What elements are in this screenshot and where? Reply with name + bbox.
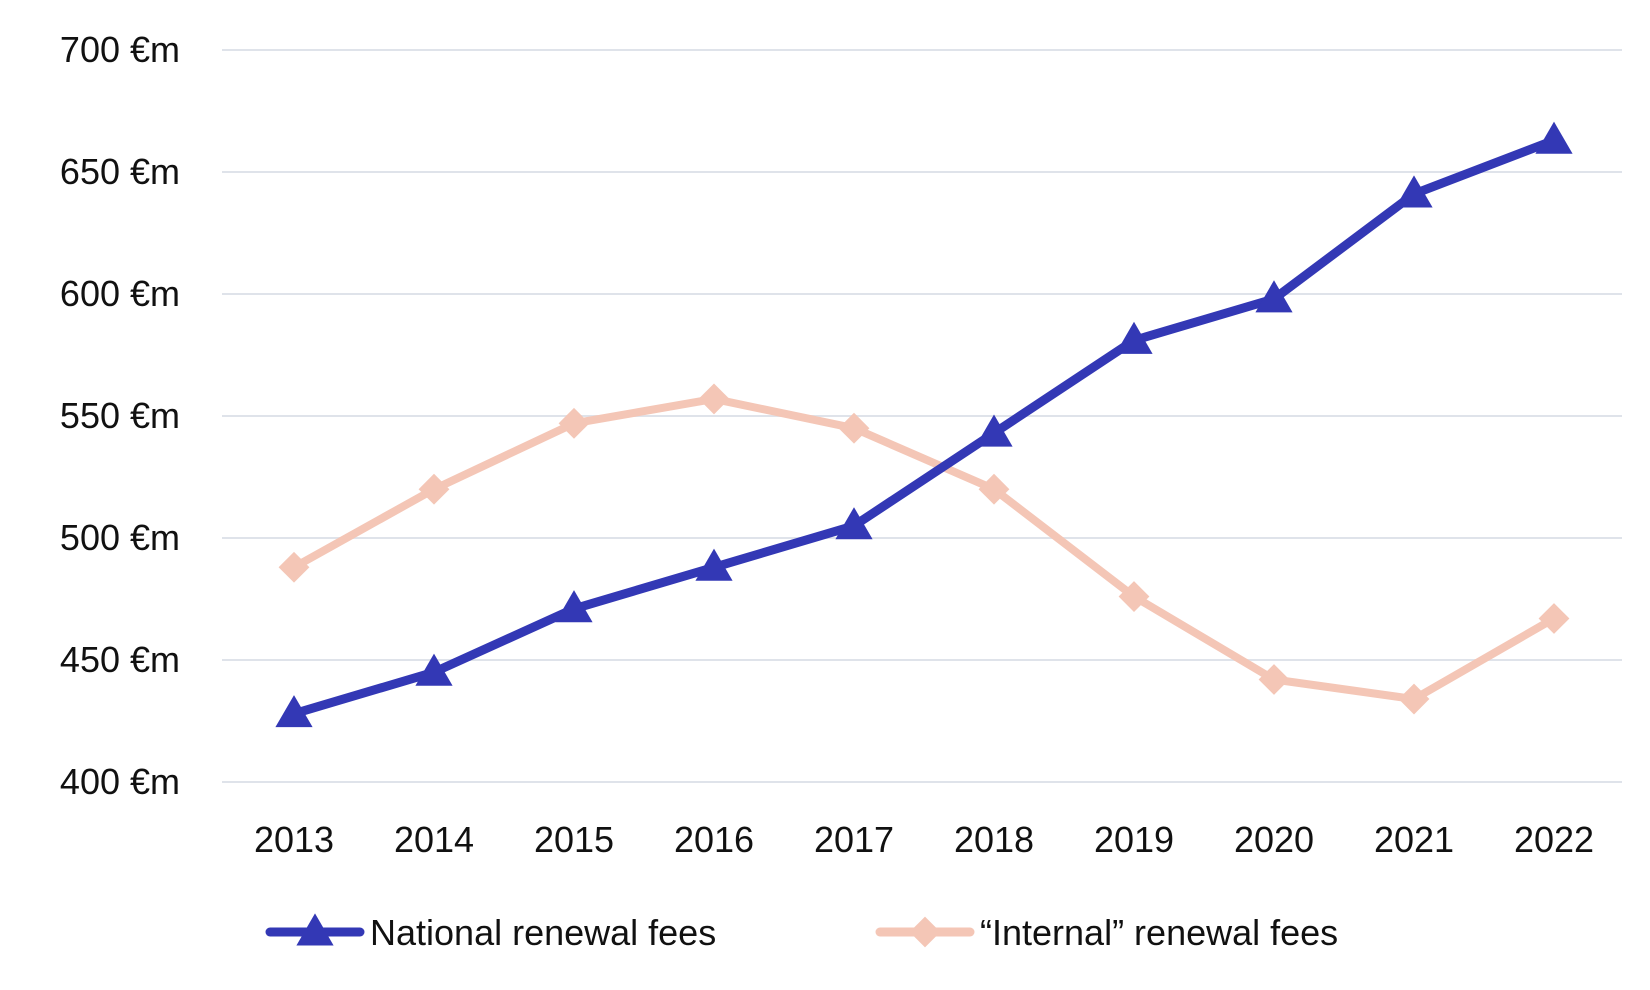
x-tick-label: 2017 <box>814 819 894 860</box>
legend-diamond-icon <box>909 916 941 948</box>
x-tick-label: 2022 <box>1514 819 1594 860</box>
x-tick-label: 2015 <box>534 819 614 860</box>
data-point-diamond <box>418 473 450 505</box>
data-point-diamond <box>1118 581 1150 612</box>
x-tick-label: 2021 <box>1374 819 1454 860</box>
data-point-diamond <box>1538 603 1570 634</box>
data-point-triangle <box>275 695 313 728</box>
x-tick-label: 2019 <box>1094 819 1174 860</box>
data-point-diamond <box>558 407 590 439</box>
data-point-diamond <box>1258 664 1290 695</box>
legend-item-national: National renewal fees <box>265 912 716 953</box>
data-point-diamond <box>978 473 1010 505</box>
y-tick-label: 700 €m <box>60 29 180 70</box>
x-tick-label: 2016 <box>674 819 754 860</box>
series-line <box>290 394 1558 704</box>
legend-label: “Internal” renewal fees <box>980 912 1338 953</box>
data-point-triangle <box>1535 121 1573 154</box>
series-line <box>289 135 1559 719</box>
y-tick-label: 450 €m <box>60 639 180 680</box>
legend: National renewal fees “Internal” renewal … <box>265 912 1338 953</box>
series-national-renewal-fees <box>275 121 1573 728</box>
data-point-triangle <box>1115 321 1153 354</box>
series-internal-renewal-fees <box>278 383 1570 715</box>
data-point-diamond <box>1398 683 1430 715</box>
legend-label: National renewal fees <box>370 912 716 953</box>
data-point-triangle <box>1255 280 1293 313</box>
series-lines <box>275 121 1573 728</box>
y-tick-label: 600 €m <box>60 273 180 314</box>
x-tick-label: 2013 <box>254 819 334 860</box>
data-point-triangle <box>415 653 453 686</box>
y-axis-tick-labels: 400 €m 450 €m 500 €m 550 €m 600 €m 650 €m 700 … <box>60 29 180 802</box>
data-point-diamond <box>838 412 870 444</box>
y-tick-label: 650 €m <box>60 151 180 192</box>
data-point-triangle <box>695 548 733 581</box>
data-point-diamond <box>698 383 730 415</box>
legend-triangle-icon <box>296 913 334 946</box>
x-tick-label: 2020 <box>1234 819 1314 860</box>
x-axis-tick-labels: 2013 2014 2015 2016 2017 2018 2019 2020 2021 2022 <box>254 819 1594 860</box>
y-tick-label: 500 €m <box>60 517 180 558</box>
x-tick-label: 2018 <box>954 819 1034 860</box>
data-point-triangle <box>555 590 593 623</box>
data-point-triangle <box>975 414 1013 447</box>
y-tick-label: 550 €m <box>60 395 180 436</box>
legend-item-internal: “Internal” renewal fees <box>875 912 1338 953</box>
data-point-triangle <box>1395 175 1433 208</box>
data-point-diamond <box>278 551 310 583</box>
x-tick-label: 2014 <box>394 819 474 860</box>
y-tick-label: 400 €m <box>60 761 180 802</box>
data-point-triangle <box>835 507 873 540</box>
